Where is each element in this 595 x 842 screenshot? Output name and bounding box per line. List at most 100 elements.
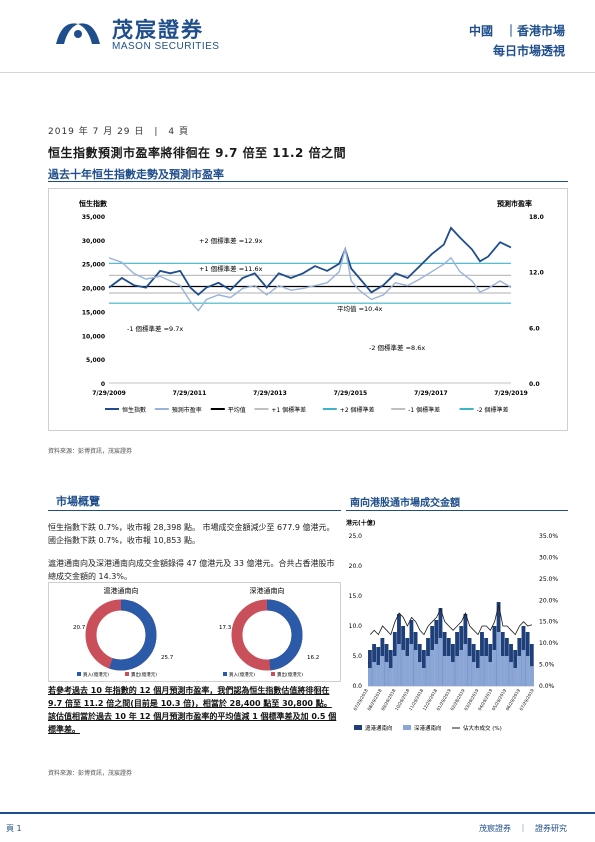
y-left-tick: 35,000 xyxy=(82,214,105,221)
chart-source: 資料來源：彭博資訊，茂宸證券 xyxy=(48,448,133,455)
y-right-axis-label: 預測市盈率 xyxy=(497,199,532,208)
y-left-tick: 15,000 xyxy=(82,309,105,316)
donut-svg: 滬港通南向 25.7 20.7 買入(億港元) 賣出(億港元) 深港通南向 16.2 17.3… xyxy=(73,586,319,678)
bar-shenzhen xyxy=(521,650,526,686)
bar-shenzhen xyxy=(488,662,493,686)
y-left-tick: 10,000 xyxy=(82,333,105,340)
page-number: 頁 1 xyxy=(6,824,22,833)
hsi-pe-chart: 恒生指數 預測市盈率 0 5,000 10,000 15,000 20,000 25,000 3… xyxy=(48,188,568,431)
share-line xyxy=(369,604,533,636)
y-left-tick: 25.0 xyxy=(349,533,363,540)
donut-buy-label: 16.2 xyxy=(307,655,319,661)
legend-label: 滬港通南向 xyxy=(365,724,393,732)
y-right-tick: 5.0% xyxy=(539,662,555,669)
y-left-tick: 15.0 xyxy=(349,593,363,600)
y-right-tick: 0.0 xyxy=(529,381,540,388)
bar-shenzhen xyxy=(384,662,389,686)
bar-shenzhen xyxy=(525,656,530,686)
hsi-pe-chart-svg: 恒生指數 預測市盈率05,00010,00015,00020,00025,0003… xyxy=(78,199,544,414)
legend-swatch xyxy=(271,672,275,676)
market-paragraph-1: 恒生指數下跌 0.7%，收市報 28,398 點。 市場成交金額減少至 677.… xyxy=(48,523,335,545)
y-right-tick: 30.0% xyxy=(539,554,558,561)
y-right-tick: 0.0% xyxy=(539,683,555,690)
bar-shenzhen xyxy=(484,656,489,686)
y-left-tick: 5.0 xyxy=(352,653,362,660)
bar-shanghai xyxy=(529,644,534,686)
y-right-tick: 10.0% xyxy=(539,640,558,647)
y-right-tick: 20.0% xyxy=(539,597,558,604)
bar-shenzhen xyxy=(480,656,484,686)
bar-shenzhen xyxy=(426,656,430,686)
logo-text-en: MASON SECURITIES xyxy=(112,41,220,52)
bar-shenzhen xyxy=(455,656,459,686)
bar-shenzhen xyxy=(463,644,468,686)
y-left-tick: 0 xyxy=(101,381,105,388)
y-left-tick: 20.0 xyxy=(349,563,363,570)
y-right-tick: 15.0% xyxy=(539,619,558,626)
page-title: 恒生指數預測市盈率將徘徊在 9.7 倍至 11.2 倍之間 xyxy=(48,146,347,160)
donut-title: 滬港通南向 xyxy=(104,586,139,595)
legend-label: 賣出(億港元) xyxy=(131,671,157,678)
bar-shenzhen xyxy=(442,656,447,686)
y-right-tick: 18.0 xyxy=(529,214,544,221)
bar-shenzhen xyxy=(529,666,534,686)
market-paragraph-2: 滬港通南向及深港通南向成交金額錄得 47 億港元及 33 億港元。合共占香港股市… xyxy=(48,559,335,581)
y-left-tick: 30,000 xyxy=(82,238,105,245)
bar-shenzhen xyxy=(372,662,376,686)
logo-text-cn: 茂宸證券 xyxy=(112,17,204,42)
footer-divider xyxy=(0,812,595,814)
southbound-donut-charts: 滬港通南向 25.7 20.7 買入(億港元) 賣出(億港元) 深港通南向 16.2 17.3… xyxy=(48,582,341,682)
bar-shenzhen xyxy=(392,656,397,686)
legend-label: 預測市盈率 xyxy=(172,406,202,414)
section-divider xyxy=(48,181,568,182)
legend-label: -1 個標準差 xyxy=(408,406,440,414)
donut-buy-label: 25.7 xyxy=(161,655,174,661)
bar-shenzhen xyxy=(446,656,451,686)
bar-shenzhen xyxy=(504,656,509,686)
y-left-tick: 10.0 xyxy=(349,623,363,630)
legend-swatch xyxy=(77,672,81,676)
legend-label: 佔大市成交 (%) xyxy=(463,724,502,732)
reference-annotation: -2 個標準差 =8.6x xyxy=(369,343,425,352)
legend-label: +2 個標準差 xyxy=(340,406,375,414)
bar-shenzhen xyxy=(417,662,422,686)
bar-shenzhen xyxy=(500,656,505,686)
y-right-tick: 35.0% xyxy=(539,533,558,540)
bar-shenzhen xyxy=(475,668,480,686)
southbound-chart-svg: 港元(十億) 0.0 5.0 10.0 15.0 20.0 25.0 0.0% 5.0% 10.0… xyxy=(346,519,558,732)
legend-swatch xyxy=(354,725,362,730)
donut-buy-slice xyxy=(231,599,303,671)
reference-annotation: +2 個標準差 =12.9x xyxy=(199,236,263,245)
bar-shenzhen xyxy=(397,644,401,686)
y-left-axis-label: 恒生指數 xyxy=(78,199,107,208)
y-left-tick: 5,000 xyxy=(86,357,105,364)
y-left-tick: 0.0 xyxy=(352,683,362,690)
southbound-turnover-title: 南向港股通市場成交金額 xyxy=(350,498,460,509)
market-overview-tab: 市場概覽 xyxy=(48,491,341,511)
y-left-tick: 25,000 xyxy=(82,262,105,269)
donut-sell-label: 20.7 xyxy=(73,625,86,631)
legend-label: 深港通南向 xyxy=(414,724,442,732)
legend-swatch xyxy=(125,672,129,676)
x-tick: 7/29/2011 xyxy=(173,390,207,397)
reference-annotation: +1 個標準差 =11.6x xyxy=(199,264,263,273)
bar-shenzhen xyxy=(459,650,464,686)
x-tick: 7/29/2017 xyxy=(414,390,448,397)
legend-label: 買入(億港元) xyxy=(229,671,255,678)
bar-shenzhen xyxy=(430,650,435,686)
x-tick: 7/29/2019 xyxy=(494,390,528,397)
bar-shenzhen xyxy=(413,650,418,686)
bar-shenzhen xyxy=(401,650,406,686)
bar-shenzhen xyxy=(517,656,522,686)
legend-swatch xyxy=(223,672,227,676)
header-divider xyxy=(0,72,595,73)
bar-shenzhen xyxy=(513,668,518,686)
bar-shenzhen xyxy=(492,650,497,686)
donut-sell-label: 17.3 xyxy=(219,625,232,631)
bar-shenzhen xyxy=(421,668,426,686)
southbound-turnover-chart: 港元(十億) 0.0 5.0 10.0 15.0 20.0 25.0 0.0% 5.0% 10.0… xyxy=(346,516,568,748)
legend-label: 平均值 xyxy=(228,406,246,414)
pe-series-line xyxy=(108,248,512,312)
bar-shenzhen xyxy=(405,656,410,686)
bar-shenzhen xyxy=(388,668,393,686)
